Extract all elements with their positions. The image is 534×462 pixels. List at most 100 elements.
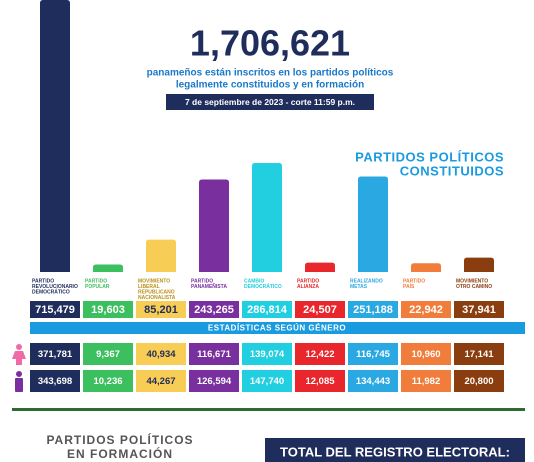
- female-label: 139,074: [250, 349, 285, 360]
- date-box: [166, 94, 374, 110]
- category-label: PAÍS: [403, 282, 415, 290]
- bar: [358, 176, 388, 272]
- male-cell: [30, 370, 80, 392]
- value-label: 37,941: [462, 304, 496, 316]
- category-label: ALIANZA: [297, 284, 319, 290]
- value-box: [30, 301, 80, 318]
- value-label: 24,507: [303, 304, 337, 316]
- category-label: REVOLUCIONARIO: [32, 284, 78, 290]
- male-label: 10,236: [93, 376, 122, 387]
- male-cell: [295, 370, 345, 392]
- female-cell: [30, 343, 80, 365]
- bar: [464, 257, 494, 272]
- subtitle: legalmente constituidos y en formación: [176, 80, 364, 91]
- male-label: 134,443: [356, 376, 390, 387]
- category-label: PARTIDO: [297, 278, 319, 284]
- value-label: 243,265: [194, 304, 234, 316]
- category-label: PARTIDO: [191, 278, 213, 284]
- male-label: 11,982: [412, 376, 441, 387]
- female-label: 17,141: [464, 349, 494, 360]
- female-label: 116,671: [197, 349, 232, 360]
- value-box: [189, 301, 239, 318]
- subtitle: panameños están inscritos en los partido…: [147, 68, 394, 79]
- category-label: DEMOCRÁTICO: [244, 283, 282, 290]
- category-label: PARTIDO: [32, 278, 54, 284]
- category-label: REPUBLICANO: [138, 289, 175, 295]
- category-label: REALIZANDO: [350, 278, 383, 284]
- value-box: [136, 301, 186, 318]
- male-cell: [136, 370, 186, 392]
- bar: [305, 262, 335, 272]
- female-icon: [12, 344, 26, 365]
- section-title: CONSTITUIDOS: [400, 163, 504, 178]
- value-box: [295, 301, 345, 318]
- male-label: 44,267: [146, 376, 175, 387]
- category-label: METAS: [350, 284, 368, 290]
- female-cell: [83, 343, 133, 365]
- formation-title: EN FORMACIÓN: [67, 446, 173, 461]
- value-box: [401, 301, 451, 318]
- value-label: 715,479: [35, 304, 75, 316]
- female-cell: [401, 343, 451, 365]
- category-label: DEMOCRÁTICO: [32, 288, 70, 295]
- bar: [146, 239, 176, 272]
- divider: [12, 408, 525, 411]
- male-label: 343,698: [38, 376, 72, 387]
- female-cell: [189, 343, 239, 365]
- female-cell: [454, 343, 504, 365]
- female-label: 10,960: [411, 349, 440, 360]
- category-label: POPULAR: [85, 284, 110, 290]
- female-cell: [242, 343, 292, 365]
- female-label: 371,781: [38, 349, 73, 360]
- category-label: CAMBIO: [244, 278, 264, 284]
- male-cell: [454, 370, 504, 392]
- category-label: PANAMEÑISTA: [191, 283, 227, 290]
- male-cell: [242, 370, 292, 392]
- value-box: [454, 301, 504, 318]
- female-label: 116,745: [356, 349, 391, 360]
- value-box: [348, 301, 398, 318]
- female-label: 9,367: [96, 349, 120, 360]
- gender-band: [30, 322, 525, 334]
- male-cell: [189, 370, 239, 392]
- female-label: 12,422: [305, 349, 334, 360]
- male-label: 12,085: [305, 376, 335, 387]
- female-cell: [295, 343, 345, 365]
- value-box: [83, 301, 133, 318]
- value-box: [242, 301, 292, 318]
- male-cell: [401, 370, 451, 392]
- headline: 1,706,621: [190, 23, 350, 64]
- total-title: TOTAL DEL REGISTRO ELECTORAL:: [280, 444, 510, 459]
- male-icon: [15, 371, 23, 392]
- female-cell: [348, 343, 398, 365]
- female-cell: [136, 343, 186, 365]
- formation-title: PARTIDOS POLÍTICOS: [46, 432, 193, 447]
- male-label: 147,740: [250, 376, 284, 387]
- bar: [40, 0, 70, 272]
- category-label: MOVIMIENTO: [138, 278, 170, 284]
- total-box: [265, 438, 525, 462]
- date: 7 de septiembre de 2023 - corte 11:59 p.…: [185, 97, 355, 107]
- value-label: 251,188: [353, 304, 393, 316]
- female-label: 40,934: [146, 349, 176, 360]
- bar: [411, 263, 441, 272]
- category-label: OTRO CAMINO: [456, 284, 492, 290]
- category-label: LIBERAL: [138, 284, 160, 290]
- bar: [93, 264, 123, 272]
- male-label: 126,594: [197, 376, 232, 387]
- gender-title: ESTADÍSTICAS SEGÚN GÉNERO: [208, 324, 346, 333]
- male-label: 20,800: [464, 376, 493, 387]
- bar: [252, 162, 282, 272]
- value-label: 85,201: [144, 304, 178, 316]
- category-label: NACIONALISTA: [138, 295, 176, 301]
- male-cell: [348, 370, 398, 392]
- category-label: PARTIDO: [85, 278, 107, 284]
- category-label: MOVIMIENTO: [456, 278, 488, 284]
- section-title: PARTIDOS POLÍTICOS: [355, 149, 504, 164]
- category-label: PARTIDO: [403, 278, 425, 284]
- value-label: 19,603: [91, 304, 125, 316]
- value-label: 286,814: [247, 304, 288, 316]
- male-cell: [83, 370, 133, 392]
